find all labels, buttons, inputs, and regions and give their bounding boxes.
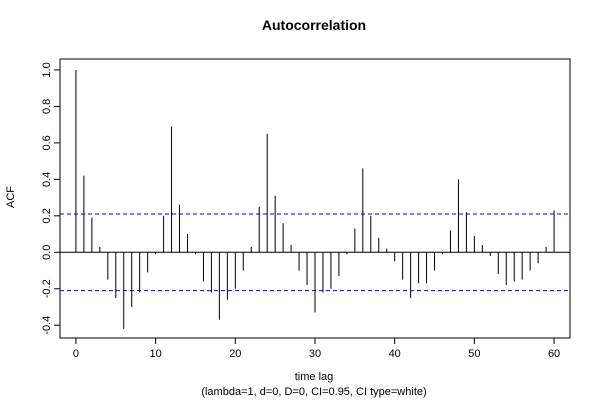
x-tick-label: 40: [389, 348, 401, 360]
y-tick-label: -0.4: [41, 316, 53, 335]
x-axis-label: time lag: [295, 371, 334, 383]
y-axis-label: ACF: [5, 186, 17, 208]
x-tick-label: 50: [468, 348, 480, 360]
y-tick-label: 1.0: [41, 62, 53, 77]
y-tick-label: 0.4: [41, 172, 53, 187]
x-tick-label: 30: [309, 348, 321, 360]
x-tick-label: 10: [150, 348, 162, 360]
y-tick-label: 0.0: [41, 245, 53, 260]
x-tick-label: 0: [73, 348, 79, 360]
chart-title: Autocorrelation: [262, 17, 366, 33]
y-tick-label: 0.6: [41, 135, 53, 150]
x-axis-subtitle: (lambda=1, d=0, D=0, CI=0.95, CI type=wh…: [201, 386, 426, 398]
x-axis: 0 10 20 30 40 50 60: [73, 338, 560, 360]
x-tick-label: 60: [548, 348, 560, 360]
y-tick-label: 0.8: [41, 99, 53, 114]
y-tick-label: 0.2: [41, 208, 53, 223]
acf-bars: [75, 69, 555, 329]
y-axis: -0.4 -0.2 0.0 0.2 0.4 0.6 0.8 1.0: [41, 62, 60, 335]
y-tick-label: -0.2: [41, 279, 53, 298]
x-tick-label: 20: [229, 348, 241, 360]
